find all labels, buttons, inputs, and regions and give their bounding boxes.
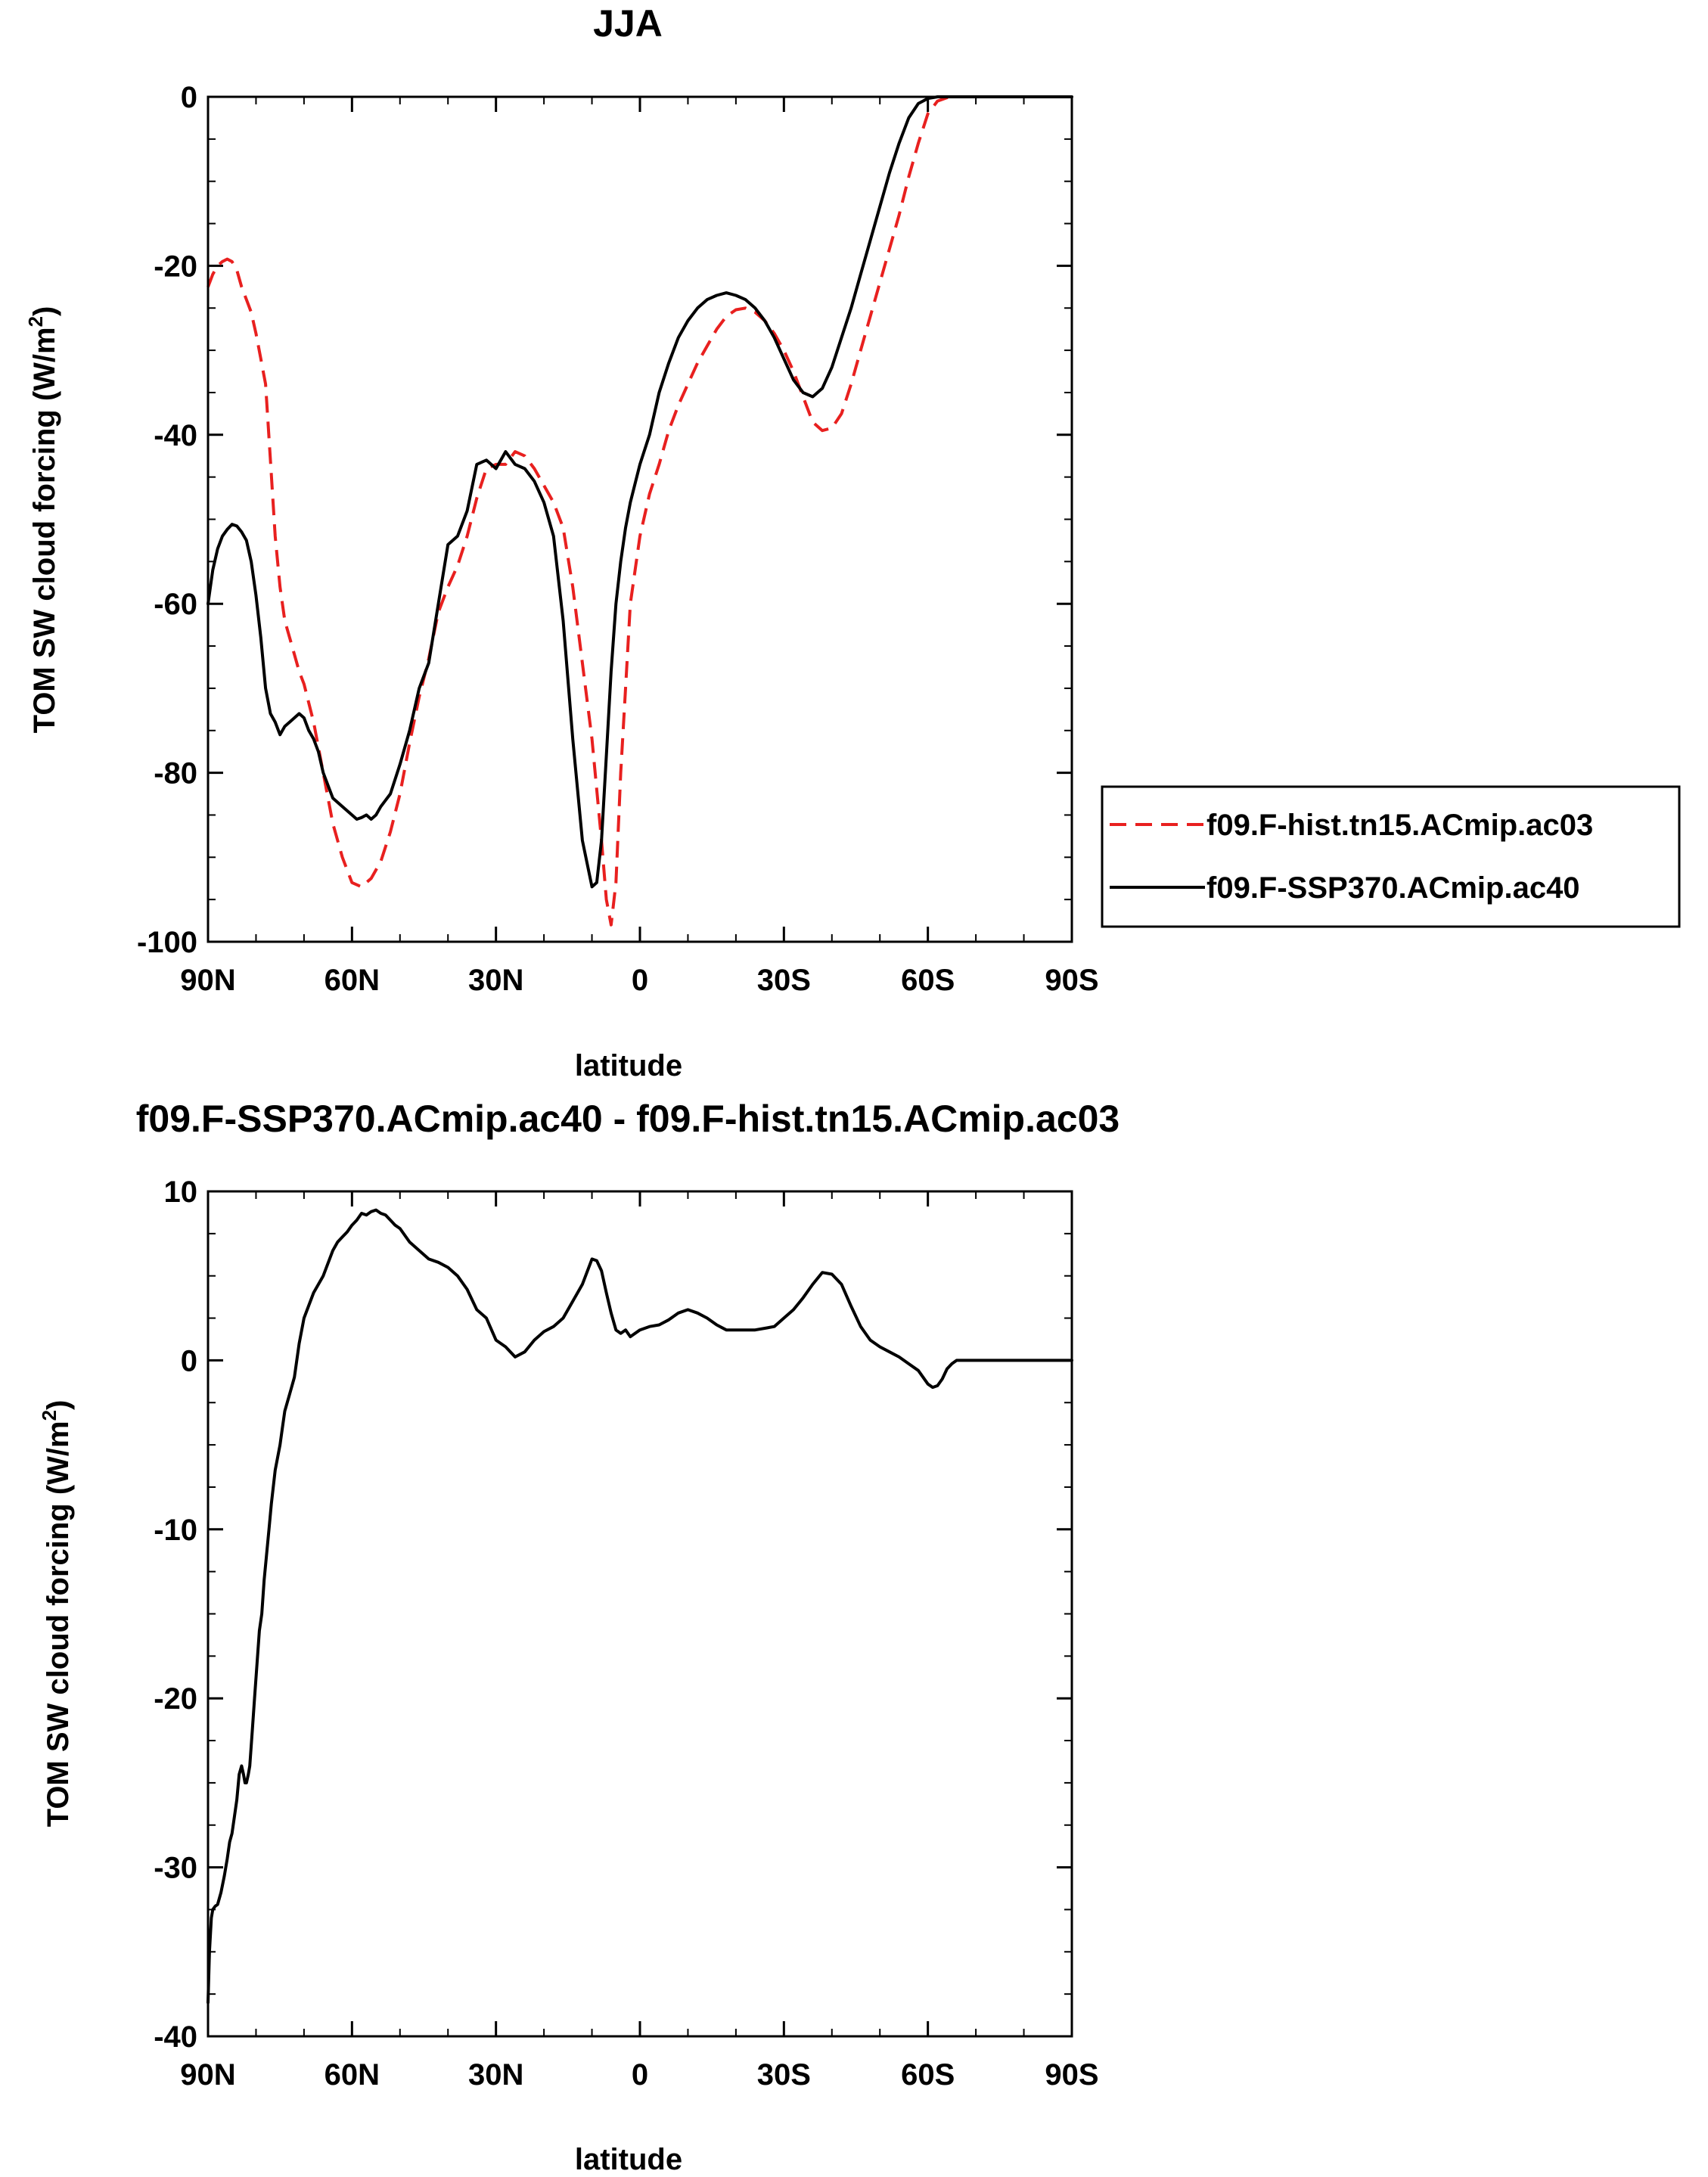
y-tick-label: -60 [154, 588, 197, 621]
x-tick-label: 90N [180, 2058, 235, 2092]
y-tick-label: 0 [181, 1344, 197, 1377]
x-tick-label: 90S [1045, 2058, 1098, 2092]
y-tick-label: -40 [154, 419, 197, 452]
series-line-0 [207, 95, 1072, 927]
chart-title: f09.F-SSP370.ACmip.ac40 - f09.F-hist.tn1… [136, 1098, 1120, 1140]
series-lines [207, 95, 1073, 927]
panel-top-jja: JJA 90N 60N 30N 0 30S 60S 90S 0 -20 -40 -60 -80 -10… [24, 2, 1681, 1082]
x-tick-label: 60N [325, 2058, 380, 2092]
y-tick-label: -20 [154, 1682, 197, 1716]
y-axis-label: TOM SW cloud forcing (W/m2) [38, 1400, 75, 1828]
x-tick-label: 30N [468, 2058, 523, 2092]
legend-box [1101, 785, 1681, 928]
y-axis-ticks: 0 -20 -40 -60 -80 -100 [137, 81, 1072, 959]
x-tick-label: 60S [901, 964, 955, 997]
x-tick-label: 30N [468, 964, 523, 997]
y-axis-label-text: TOM SW cloud forcing (W/m [42, 1421, 75, 1827]
legend-label-ssp370: f09.F-SSP370.ACmip.ac40 [1206, 871, 1580, 905]
x-axis-label: latitude [575, 2143, 682, 2176]
y-axis-label-superscript: 2 [38, 1410, 61, 1421]
panel-bottom-difference: f09.F-SSP370.ACmip.ac40 - f09.F-hist.tn1… [38, 1098, 1120, 2176]
series-line-0 [207, 1208, 1073, 2005]
y-axis-label-close: ) [42, 1400, 75, 1410]
x-tick-label: 30S [757, 2058, 811, 2092]
x-axis-ticks: 90N 60N 30N 0 30S 60S 90S [180, 1191, 1099, 2092]
y-tick-label: -10 [154, 1514, 197, 1547]
x-tick-label: 0 [632, 2058, 648, 2092]
y-tick-label: 10 [164, 1175, 198, 1209]
y-axis-ticks: 10 0 -10 -20 -30 -40 [154, 1175, 1072, 2054]
y-axis-label: TOM SW cloud forcing (W/m2) [24, 306, 61, 734]
y-tick-label: -80 [154, 757, 197, 790]
x-tick-label: 0 [632, 964, 648, 997]
y-minor-ticks [207, 96, 1073, 943]
x-axis-label: latitude [575, 1049, 682, 1082]
y-tick-label: -20 [154, 250, 197, 283]
y-tick-label: -100 [137, 926, 197, 959]
y-axis-label-superscript: 2 [24, 316, 47, 327]
plot-frame [207, 95, 1073, 943]
series-lines [207, 1208, 1073, 2005]
legend-label-hist: f09.F-hist.tn15.ACmip.ac03 [1206, 809, 1593, 842]
y-tick-label: -40 [154, 2020, 197, 2054]
chart-title: JJA [593, 2, 663, 45]
y-tick-label: -30 [154, 1852, 197, 1885]
y-minor-ticks [207, 1191, 1073, 2037]
y-tick-label: 0 [181, 81, 197, 114]
y-axis-label-close: ) [28, 306, 61, 316]
x-axis-ticks: 90N 60N 30N 0 30S 60S 90S [180, 97, 1099, 997]
x-tick-label: 90N [180, 964, 235, 997]
x-tick-label: 30S [757, 964, 811, 997]
plot-frame [207, 1190, 1073, 2038]
x-tick-label: 60N [325, 964, 380, 997]
series-line-1 [207, 95, 1073, 889]
x-tick-label: 90S [1045, 964, 1098, 997]
x-tick-label: 60S [901, 2058, 955, 2092]
y-axis-label-text: TOM SW cloud forcing (W/m [28, 327, 61, 733]
legend: f09.F-hist.tn15.ACmip.ac03 f09.F-SSP370.… [1101, 785, 1681, 928]
